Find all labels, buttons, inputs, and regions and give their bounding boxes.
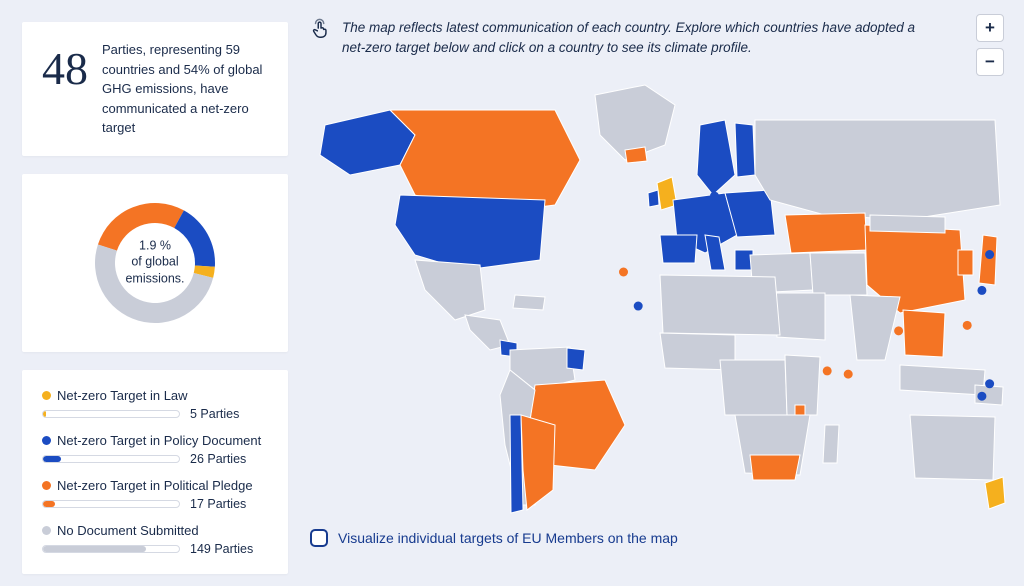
map-note-text: The map reflects latest communication of… [342, 18, 936, 57]
country-mexico[interactable] [415, 260, 485, 320]
country-india[interactable] [850, 295, 900, 360]
island-dot-2[interactable] [710, 192, 719, 201]
legend-item[interactable]: No Document Submitted 149 Parties [42, 523, 268, 556]
country-finland[interactable] [735, 123, 755, 177]
country-madagascar[interactable] [823, 425, 839, 463]
country-australia[interactable] [910, 415, 995, 480]
legend-dot-icon [42, 391, 51, 400]
country-ireland[interactable] [648, 190, 659, 207]
legend-parties-count: 17 Parties [190, 497, 268, 511]
country-caribbean[interactable] [513, 295, 545, 310]
dashboard-layout: 48 Parties, representing 59 countries an… [0, 0, 1024, 586]
legend-item[interactable]: Net-zero Target in Political Pledge 17 Pa… [42, 478, 268, 511]
legend-card: Net-zero Target in Law5 PartiesNet-zero … [22, 370, 288, 574]
donut-line3: emissions. [115, 271, 195, 288]
island-dot-4[interactable] [844, 370, 853, 379]
island-dot-10[interactable] [977, 392, 986, 401]
country-russia[interactable] [755, 120, 1000, 220]
headline-number: 48 [42, 40, 88, 92]
country-n-africa[interactable] [660, 275, 780, 335]
country-kazakhstan[interactable] [785, 213, 867, 253]
country-se-asia[interactable] [903, 310, 945, 357]
legend-dot-icon [42, 526, 51, 535]
country-new-zealand[interactable] [985, 477, 1005, 509]
eu-toggle-label: Visualize individual targets of EU Membe… [338, 530, 678, 546]
legend-label: No Document Submitted [57, 523, 199, 538]
legend-bar [42, 500, 180, 508]
country-koreas[interactable] [958, 250, 973, 275]
country-arabia[interactable] [775, 293, 825, 340]
country-guyana[interactable] [567, 348, 585, 370]
island-dot-7[interactable] [985, 250, 994, 259]
left-column: 48 Parties, representing 59 countries an… [0, 0, 300, 586]
map-note-row: The map reflects latest communication of… [304, 12, 1006, 65]
island-dot-1[interactable] [634, 302, 643, 311]
island-dot-8[interactable] [963, 321, 972, 330]
tap-icon [310, 18, 332, 40]
island-dot-6[interactable] [977, 286, 986, 295]
island-dot-5[interactable] [894, 327, 903, 336]
country-scandinavia[interactable] [697, 120, 735, 195]
country-c-africa[interactable] [720, 360, 787, 415]
legend-item[interactable]: Net-zero Target in Law5 Parties [42, 388, 268, 421]
country-mongolia[interactable] [870, 215, 945, 233]
legend-item[interactable]: Net-zero Target in Policy Document 26 Par… [42, 433, 268, 466]
legend-parties-count: 5 Parties [190, 407, 268, 421]
world-map[interactable] [304, 65, 1006, 525]
country-indonesia[interactable] [900, 365, 985, 395]
island-dot-0[interactable] [619, 268, 628, 277]
country-iceland[interactable] [625, 147, 647, 163]
legend-bar [42, 455, 180, 463]
legend-label: Net-zero Target in Policy Document [57, 433, 261, 448]
donut-line2: of global [115, 254, 195, 271]
legend-parties-count: 26 Parties [190, 452, 268, 466]
donut-center-label: 1.9 % of global emissions. [115, 237, 195, 288]
legend-label: Net-zero Target in Political Pledge [57, 478, 253, 493]
headline-card: 48 Parties, representing 59 countries an… [22, 22, 288, 156]
country-spain[interactable] [660, 235, 697, 263]
country-usa[interactable] [395, 195, 545, 270]
eu-toggle-row: Visualize individual targets of EU Membe… [304, 525, 1006, 547]
headline-text: Parties, representing 59 countries and 5… [102, 40, 268, 138]
country-iran-stan[interactable] [810, 253, 867, 295]
zoom-in-button[interactable]: + [976, 14, 1004, 42]
legend-dot-icon [42, 481, 51, 490]
legend-dot-icon [42, 436, 51, 445]
legend-label: Net-zero Target in Law [57, 388, 188, 403]
island-dot-3[interactable] [823, 367, 832, 376]
legend-parties-count: 149 Parties [190, 542, 268, 556]
eu-toggle-checkbox[interactable] [310, 529, 328, 547]
donut-percent: 1.9 % [115, 237, 195, 254]
country-argentina[interactable] [521, 415, 555, 510]
country-japan[interactable] [979, 235, 997, 285]
donut-card: 1.9 % of global emissions. [22, 174, 288, 352]
country-south-africa[interactable] [750, 455, 800, 480]
donut-chart[interactable]: 1.9 % of global emissions. [80, 188, 230, 338]
right-column: The map reflects latest communication of… [300, 0, 1024, 586]
legend-bar [42, 410, 180, 418]
island-dot-9[interactable] [985, 379, 994, 388]
legend-bar [42, 545, 180, 553]
